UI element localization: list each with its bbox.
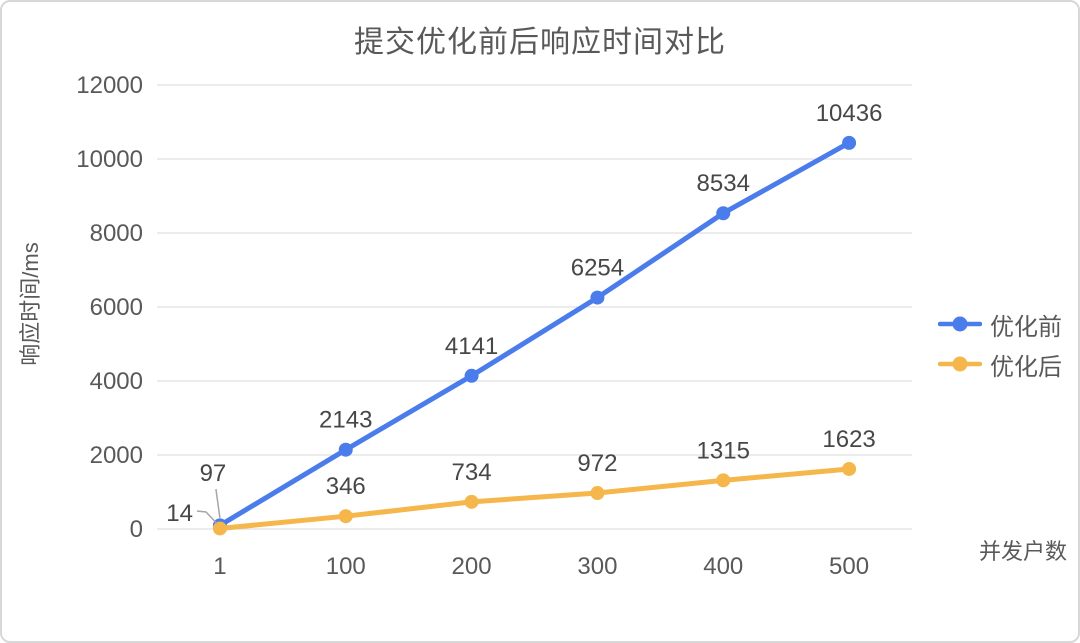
data-point-before-optimization [464,368,479,383]
series-line-after-optimization [217,466,852,531]
y-tick-label: 4000 [90,368,143,395]
data-point-after-optimization [338,509,353,524]
x-tick-label: 400 [703,553,743,580]
legend-item-before-optimization: 优化前 [938,308,1062,341]
data-point-before-optimization [338,442,353,457]
gridlines [157,84,912,530]
y-tick-label: 2000 [90,442,143,469]
data-point-after-optimization [842,461,857,476]
data-label-before-optimization: 6254 [571,255,624,282]
legend-label-after: 优化后 [990,353,1062,381]
y-tick-label: 6000 [90,294,143,321]
data-point-after-optimization [212,521,227,536]
data-labels-group: 97 2143 4141 6254 8534 10436 14 346 734 972 1315 16… [166,100,882,527]
legend-marker-before-icon [938,316,982,332]
x-tick-label: 200 [452,553,492,580]
y-tick-label: 12000 [76,72,143,99]
x-axis-title: 并发户数 [979,539,1067,564]
data-label-after-optimization: 346 [326,473,366,500]
data-label-before-optimization: 4141 [445,333,498,360]
data-point-after-optimization [590,486,605,501]
x-tick-label: 500 [829,553,869,580]
data-label-before-optimization: 2143 [319,407,372,434]
data-point-before-optimization [590,290,605,305]
legend-marker-after-icon [938,356,982,372]
series-line-before-optimization [217,140,852,528]
data-label-after-optimization: 1623 [822,426,875,453]
series-group [212,135,857,536]
data-label-after-optimization: 972 [577,450,617,477]
data-point-before-optimization [842,135,857,150]
y-axis-tick-labels: 0 2000 4000 6000 8000 10000 12000 [76,72,143,543]
data-label-before-optimization: 8534 [697,170,750,197]
data-label-before-optimization: 97 [200,460,227,487]
x-tick-label: 300 [577,553,617,580]
leader-line [215,488,221,519]
legend-item-after-optimization: 优化后 [938,348,1062,381]
x-tick-label: 100 [326,553,366,580]
y-tick-label: 8000 [90,220,143,247]
legend-label-before: 优化前 [990,313,1062,341]
y-axis-title: 响应时间/ms [18,242,43,365]
data-label-after-optimization: 14 [166,500,193,527]
legend: 优化前 优化后 [938,308,1062,381]
y-tick-label: 0 [130,516,143,543]
y-tick-label: 10000 [76,146,143,173]
data-point-before-optimization [716,206,731,221]
data-label-after-optimization: 1315 [697,437,750,464]
x-tick-label: 1 [213,553,226,580]
data-point-after-optimization [716,473,731,488]
chart-title: 提交优化前后响应时间对比 [354,26,726,59]
x-axis-tick-labels: 1 100 200 300 400 500 [213,553,869,580]
leader-line [196,510,218,524]
data-label-before-optimization: 10436 [816,100,883,127]
data-point-after-optimization [464,494,479,509]
data-label-after-optimization: 734 [452,459,492,486]
